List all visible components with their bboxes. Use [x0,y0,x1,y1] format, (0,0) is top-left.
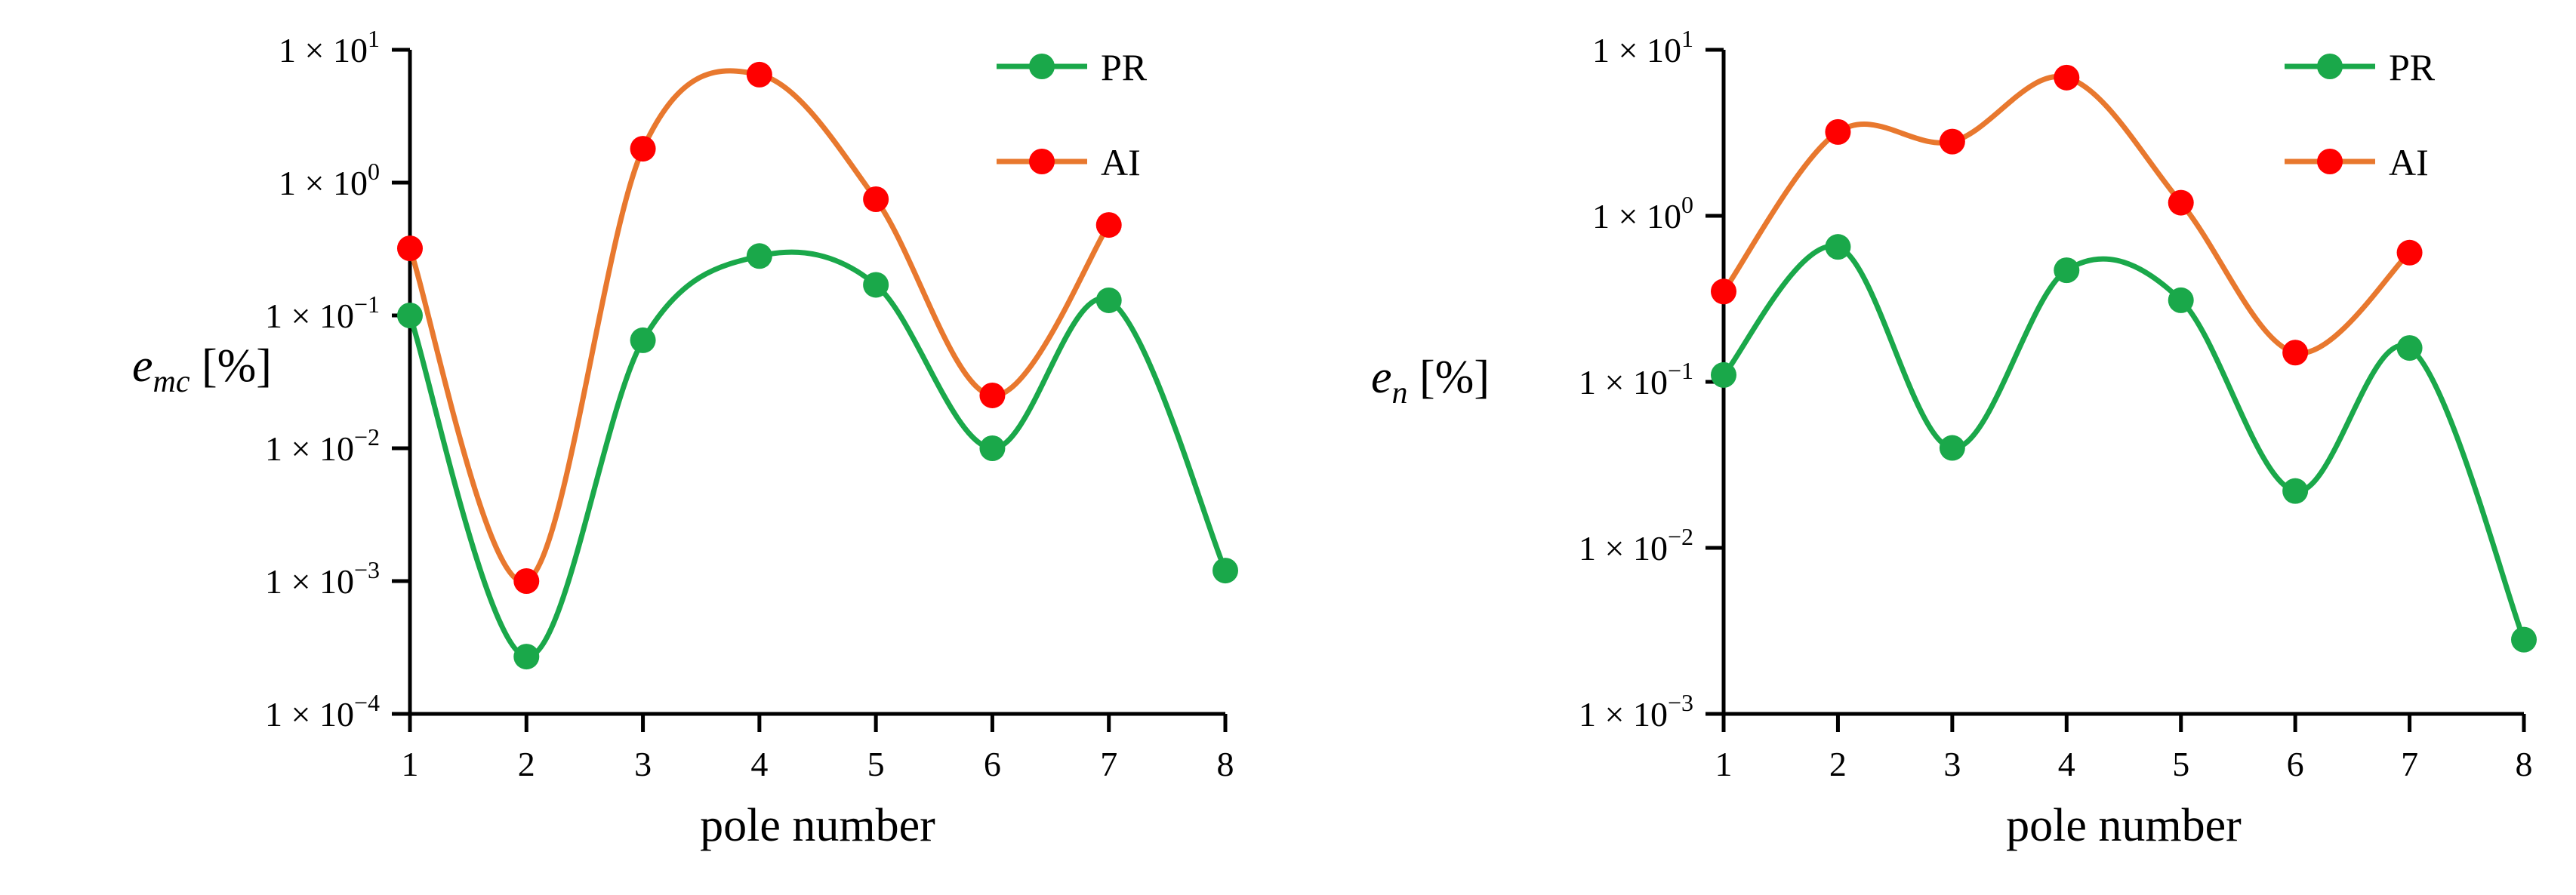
left-pr-point-5 [863,272,889,298]
chart-left-svg: 1 × 101 1 × 100 1 × 10−1 1 × 10−2 1 × 10−3 1 … [132,25,1238,851]
right-y-axis-title: en [%] [1371,352,1490,411]
right-ai-point-5 [2168,189,2194,216]
right-y-tick-label-2: 1 × 10−1 [1579,357,1693,401]
left-pr-point-3 [630,327,656,353]
right-x-tick-label-7: 8 [2516,745,2533,783]
left-y-tick-label-4: 1 × 10−3 [265,556,380,601]
left-ai-point-7 [1095,212,1122,238]
left-x-tick-label-2: 3 [634,745,652,783]
right-x-tick-label-4: 5 [2172,745,2189,783]
chart-right-svg: 1 × 101 1 × 100 1 × 10−1 1 × 10−2 1 × 10−3 1 2… [1371,25,2537,851]
left-legend-ai-label: AI [1101,141,1141,183]
right-x-tick-label-2: 3 [1943,745,1961,783]
left-x-tick-label-3: 4 [750,745,768,783]
left-ai-point-2 [513,568,540,594]
chart-left: 1 × 101 1 × 100 1 × 10−1 1 × 10−2 1 × 10−3 1 … [132,25,1238,851]
left-y-tick-label-2: 1 × 10−1 [265,291,380,335]
right-y-tick-label-3: 1 × 10−2 [1579,523,1693,567]
left-pr-point-8 [1213,558,1238,584]
left-pr-point-6 [979,435,1006,461]
left-legend-ai-marker [1029,149,1055,174]
right-legend: PR AI [2285,46,2436,183]
left-series-pr [397,243,1238,670]
right-x-tick-label-6: 7 [2401,745,2418,783]
left-y-tick-label-1: 1 × 100 [279,158,380,202]
left-ai-point-4 [746,61,772,88]
right-pr-point-6 [2282,478,2309,504]
left-y-tick-label-3: 1 × 10−2 [265,423,380,468]
left-ai-point-6 [979,382,1006,408]
left-axes: 1 × 101 1 × 100 1 × 10−1 1 × 10−2 1 × 10−3 1 … [132,25,1234,851]
right-y-tick-label-0: 1 × 101 [1592,25,1693,69]
right-series-ai [1711,64,2423,366]
left-pr-point-7 [1095,287,1122,313]
right-ai-point-6 [2282,340,2309,366]
right-ai-point-1 [1711,278,1736,305]
right-y-tick-label-1: 1 × 100 [1592,191,1693,235]
left-x-tick-label-4: 5 [867,745,885,783]
left-pr-line [407,249,1228,660]
left-ai-point-3 [630,136,656,162]
left-legend-pr-marker [1029,54,1055,79]
right-ai-point-3 [1939,128,1965,155]
right-pr-point-3 [1939,435,1965,461]
left-x-tick-label-7: 8 [1217,745,1234,783]
left-x-axis-title: pole number [700,800,935,851]
right-pr-point-2 [1825,234,1851,260]
right-pr-point-8 [2511,626,2537,653]
left-ai-line [407,68,1112,585]
right-pr-line [1721,243,2527,643]
chart-right: 1 × 101 1 × 100 1 × 10−1 1 × 10−2 1 × 10−3 1 2… [1288,0,2576,895]
right-legend-pr-label: PR [2389,46,2436,88]
left-y-tick-label-5: 1 × 10−4 [265,689,380,734]
left-pr-point-2 [513,644,540,670]
right-ai-point-2 [1825,118,1851,145]
right-legend-ai-label: AI [2389,141,2429,183]
left-legend-pr-label: PR [1101,46,1148,88]
right-ai-point-4 [2054,64,2080,91]
left-x-tick-label-0: 1 [402,745,419,783]
left-pr-point-1 [397,303,423,328]
right-x-tick-label-0: 1 [1715,745,1733,783]
right-legend-pr-marker [2317,54,2343,79]
left-y-tick-label-0: 1 × 101 [279,25,380,69]
left-ai-point-1 [397,235,423,262]
right-pr-point-4 [2054,257,2080,284]
right-x-tick-label-3: 4 [2058,745,2075,783]
right-axes: 1 × 101 1 × 100 1 × 10−1 1 × 10−2 1 × 10−3 1 2… [1371,25,2533,851]
right-ai-line [1721,73,2413,356]
right-x-axis-title: pole number [2006,800,2242,851]
left-x-tick-label-6: 7 [1100,745,1117,783]
right-pr-point-5 [2168,287,2194,313]
right-series-pr [1711,234,2537,653]
left-series-ai [397,61,1122,594]
right-x-tick-label-1: 2 [1829,745,1847,783]
left-ai-point-5 [863,186,889,212]
left-pr-point-4 [746,243,772,269]
left-x-tick-label-5: 6 [984,745,1001,783]
left-y-axis-title: emc [%] [132,340,272,399]
right-legend-ai-marker [2317,149,2343,174]
right-y-tick-label-4: 1 × 10−3 [1579,689,1693,734]
right-pr-point-7 [2396,335,2423,361]
right-x-tick-label-5: 6 [2287,745,2304,783]
right-ai-point-7 [2396,239,2423,266]
left-x-tick-label-1: 2 [518,745,535,783]
left-legend: PR AI [997,46,1148,183]
right-pr-point-1 [1711,361,1736,388]
